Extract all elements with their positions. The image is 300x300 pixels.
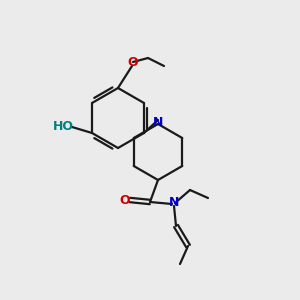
Text: O: O (128, 56, 138, 68)
Text: N: N (153, 116, 163, 130)
Text: HO: HO (52, 119, 74, 133)
Text: O: O (120, 194, 130, 206)
Text: N: N (169, 196, 179, 208)
